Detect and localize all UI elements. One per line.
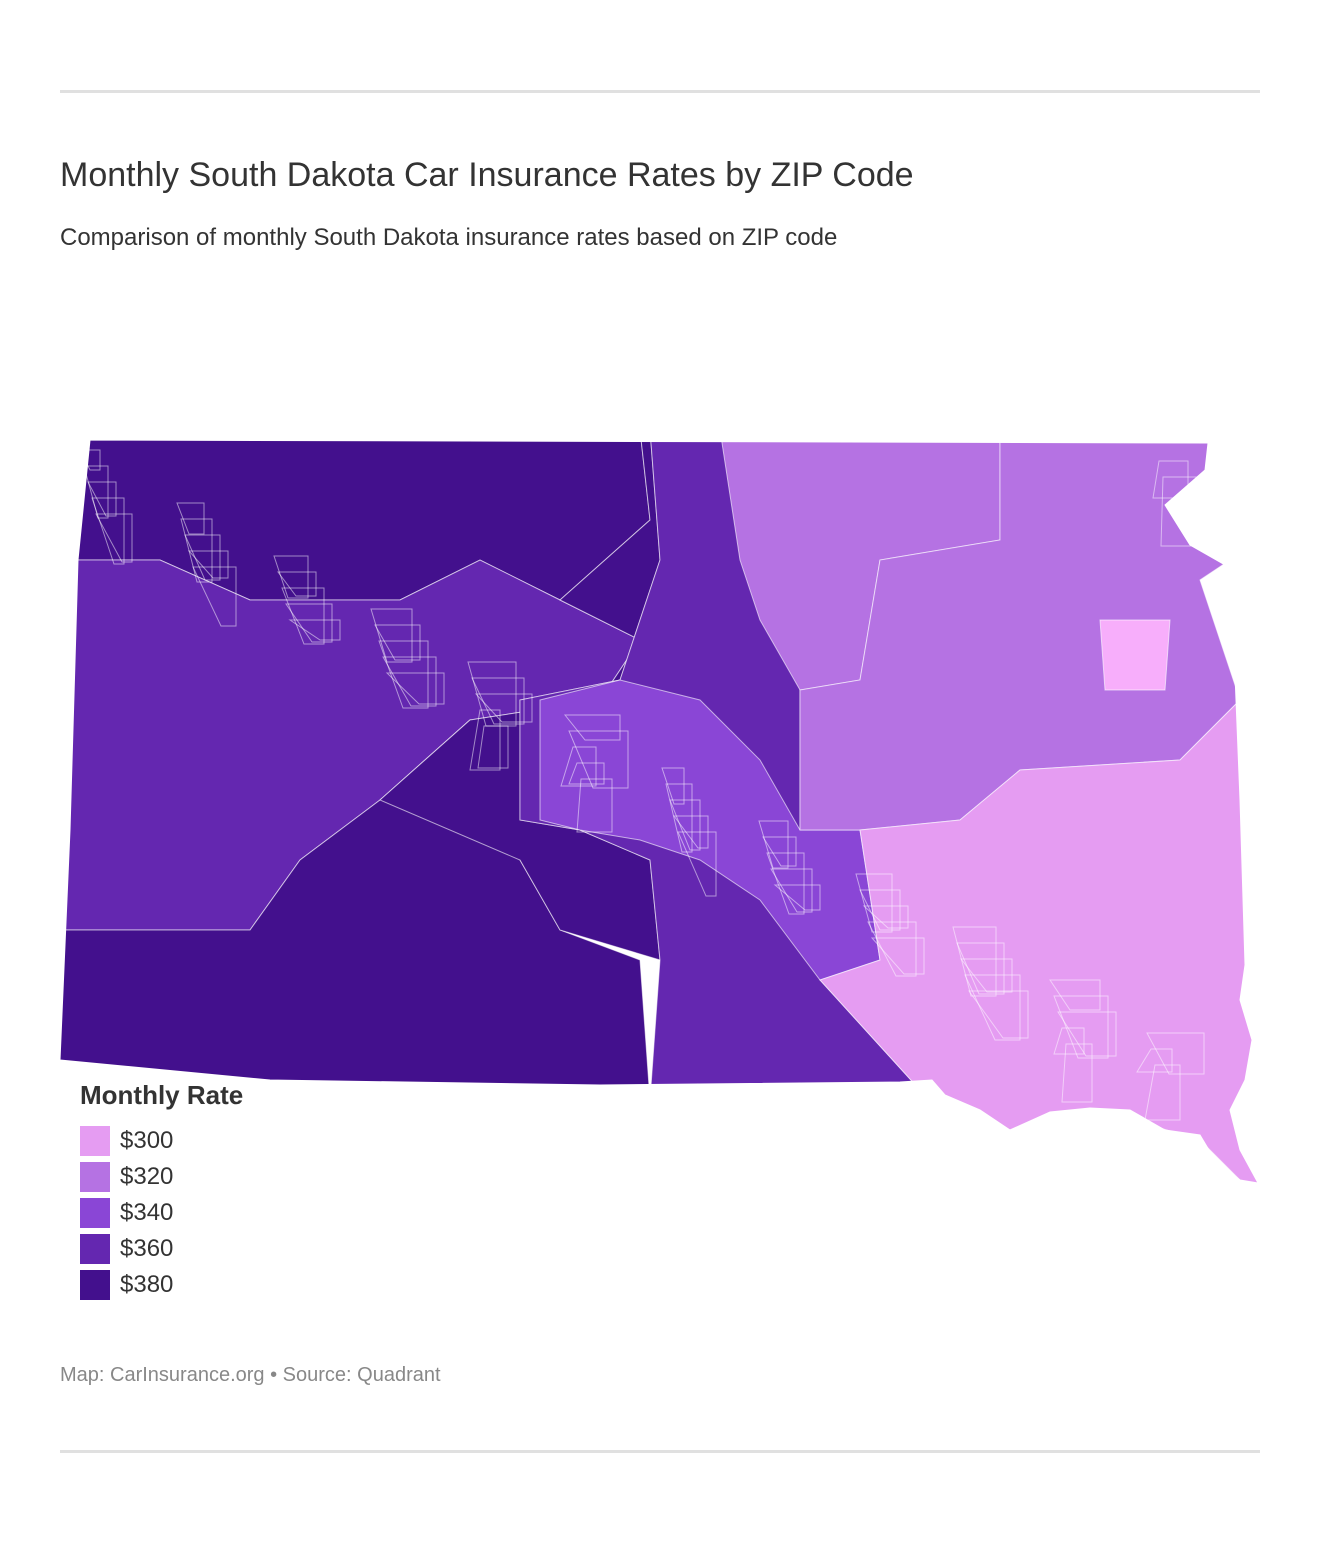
zip-boundary	[959, 958, 1013, 993]
zip-boundary	[471, 677, 525, 725]
zip-boundary	[180, 518, 213, 583]
legend-swatch	[80, 1270, 110, 1300]
zip-boundary	[281, 587, 325, 645]
zip-boundary	[1057, 1011, 1117, 1057]
legend-item: $360	[80, 1231, 243, 1267]
zip-boundary	[867, 921, 917, 977]
zip-boundary	[477, 725, 509, 769]
zip-boundary	[669, 799, 701, 851]
zip-boundary	[576, 778, 613, 833]
map-region-southeast[interactable]	[819, 699, 1260, 1200]
zip-boundary	[176, 502, 205, 535]
zip-boundary	[661, 767, 685, 805]
zip-boundary	[1049, 979, 1101, 1011]
zip-boundary	[385, 672, 445, 705]
zip-boundary	[568, 730, 629, 789]
zip-regions	[60, 440, 1260, 1200]
zip-boundary	[1053, 1027, 1085, 1055]
zip-boundary	[184, 534, 221, 581]
zip-boundary	[91, 497, 125, 565]
zip-boundary	[773, 884, 821, 911]
zip-boundary	[964, 974, 1021, 1041]
zip-boundary	[87, 481, 117, 517]
legend-swatch	[80, 1198, 110, 1228]
zip-boundary	[563, 714, 621, 741]
zip-boundary	[374, 624, 421, 661]
zip-boundary	[859, 889, 901, 931]
zip-boundary	[187, 550, 229, 579]
zip-boundary	[1144, 1064, 1181, 1121]
zip-boundary	[968, 990, 1029, 1039]
zip-boundary	[766, 852, 805, 915]
zip-boundary	[1136, 1048, 1173, 1073]
zip-boundary	[1053, 995, 1109, 1059]
zip-boundary	[382, 656, 437, 707]
zip-boundary	[560, 746, 597, 787]
legend-item: $340	[80, 1195, 243, 1231]
legend: Monthly Rate $300 $320 $340 $360 $380	[80, 1080, 243, 1303]
source-footer: Map: CarInsurance.org • Source: Quadrant	[60, 1364, 441, 1386]
zip-boundary	[378, 640, 429, 709]
zip-boundary	[1061, 1043, 1093, 1103]
legend-label: $320	[120, 1163, 174, 1190]
legend-item: $320	[80, 1159, 243, 1195]
bottom-divider	[60, 1450, 1260, 1453]
legend-label: $360	[120, 1235, 174, 1262]
chart-title: Monthly South Dakota Car Insurance Rates…	[60, 156, 914, 194]
chart-subtitle: Comparison of monthly South Dakota insur…	[60, 224, 838, 251]
zip-boundary	[952, 926, 997, 997]
zip-boundary	[467, 661, 517, 727]
legend-label: $300	[120, 1127, 174, 1154]
zip-boundary	[568, 762, 605, 785]
legend-label: $380	[120, 1271, 174, 1298]
zip-boundary	[665, 783, 693, 853]
legend-label: $340	[120, 1199, 174, 1226]
zip-boundary	[1146, 1032, 1205, 1075]
zip-boundary	[870, 937, 925, 975]
legend-item: $300	[80, 1123, 243, 1159]
zip-boundary	[192, 566, 237, 627]
top-divider	[60, 90, 1260, 93]
zip-boundary	[673, 815, 709, 849]
legend-item: $380	[80, 1267, 243, 1303]
zip-boundary	[862, 905, 909, 929]
legend-title: Monthly Rate	[80, 1080, 244, 1110]
legend-swatch	[80, 1234, 110, 1264]
zip-boundary	[770, 868, 813, 913]
zip-boundary	[855, 873, 893, 933]
map-region-far-east[interactable]	[1099, 619, 1171, 691]
zip-boundary	[370, 608, 413, 663]
zip-boundary	[677, 831, 717, 897]
zip-boundary	[95, 513, 133, 563]
zip-boundary	[762, 836, 797, 867]
zip-boundary	[273, 555, 309, 599]
zip-boundary	[288, 619, 341, 641]
zip-boundary	[469, 709, 501, 771]
zip-boundary	[474, 693, 533, 723]
zip-boundary	[758, 820, 789, 869]
zip-boundary	[956, 942, 1005, 995]
legend-swatch	[80, 1162, 110, 1192]
legend-swatch	[80, 1126, 110, 1156]
